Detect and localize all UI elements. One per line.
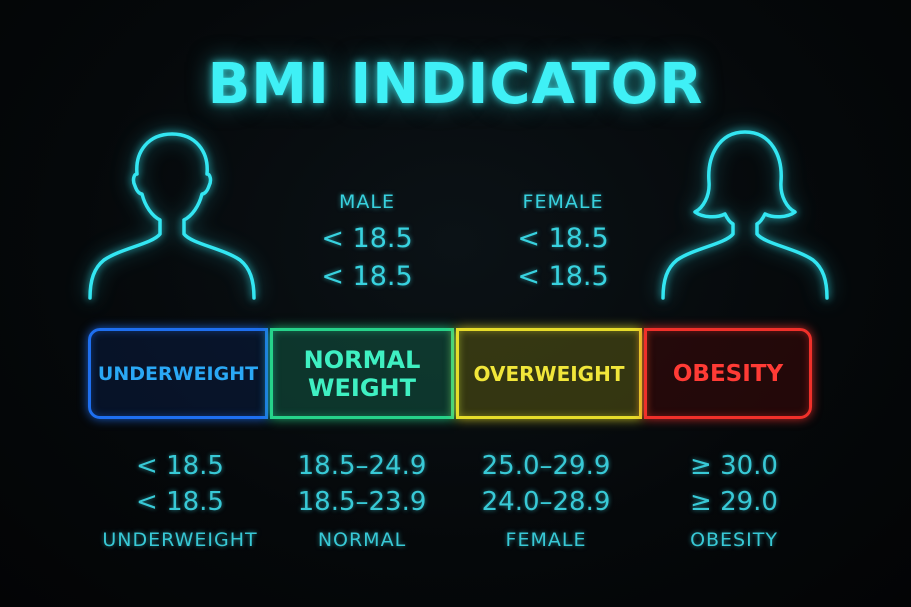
obesity-label: OBESITY [672, 360, 784, 387]
bar-segment-underweight: UNDERWEIGHT [88, 328, 268, 419]
bottom-value-row2: < 18.5 [136, 487, 224, 517]
female-value-1: < 18.5 [517, 223, 609, 254]
normal-label-line1: NORMAL [303, 345, 421, 374]
male-silhouette-icon [82, 128, 262, 303]
overweight-label: OVERWEIGHT [473, 361, 625, 386]
male-value-1: < 18.5 [321, 223, 413, 254]
bottom-column-overweight: 25.0–29.9 24.0–28.9 FEMALE [446, 448, 646, 551]
female-threshold-column: FEMALE < 18.5 < 18.5 [478, 190, 648, 296]
bottom-value-row2: ≥ 29.0 [690, 487, 778, 517]
bottom-column-underweight: < 18.5 < 18.5 UNDERWEIGHT [80, 448, 280, 551]
male-header: MALE [339, 191, 395, 213]
bottom-value-row2: 24.0–28.9 [481, 487, 611, 517]
female-header: FEMALE [522, 191, 604, 213]
female-silhouette-icon [655, 128, 835, 303]
male-value-2: < 18.5 [321, 261, 413, 292]
bottom-label: NORMAL [317, 529, 407, 551]
page-title: BMI INDICATOR [207, 52, 704, 117]
bottom-value-row1: 18.5–24.9 [297, 451, 427, 481]
male-threshold-column: MALE < 18.5 < 18.5 [282, 190, 452, 296]
bottom-label: UNDERWEIGHT [102, 529, 258, 551]
bottom-value-row2: 18.5–23.9 [297, 487, 427, 517]
bottom-label: OBESITY [690, 529, 778, 551]
bottom-column-normal: 18.5–24.9 18.5–23.9 NORMAL [262, 448, 462, 551]
underweight-label: UNDERWEIGHT [97, 362, 259, 385]
bar-segment-overweight: OVERWEIGHT [456, 328, 642, 419]
bottom-column-obesity: ≥ 30.0 ≥ 29.0 OBESITY [634, 448, 834, 551]
bottom-value-row1: 25.0–29.9 [481, 451, 611, 481]
bar-segment-normal: NORMAL WEIGHT [270, 328, 454, 419]
bottom-label: FEMALE [505, 529, 587, 551]
normal-label-line2: WEIGHT [308, 373, 416, 402]
bottom-value-row1: ≥ 30.0 [690, 451, 778, 481]
bar-segment-obesity: OBESITY [644, 328, 812, 419]
normal-weight-label: NORMAL WEIGHT [304, 346, 421, 402]
bottom-value-row1: < 18.5 [136, 451, 224, 481]
female-value-2: < 18.5 [517, 261, 609, 292]
